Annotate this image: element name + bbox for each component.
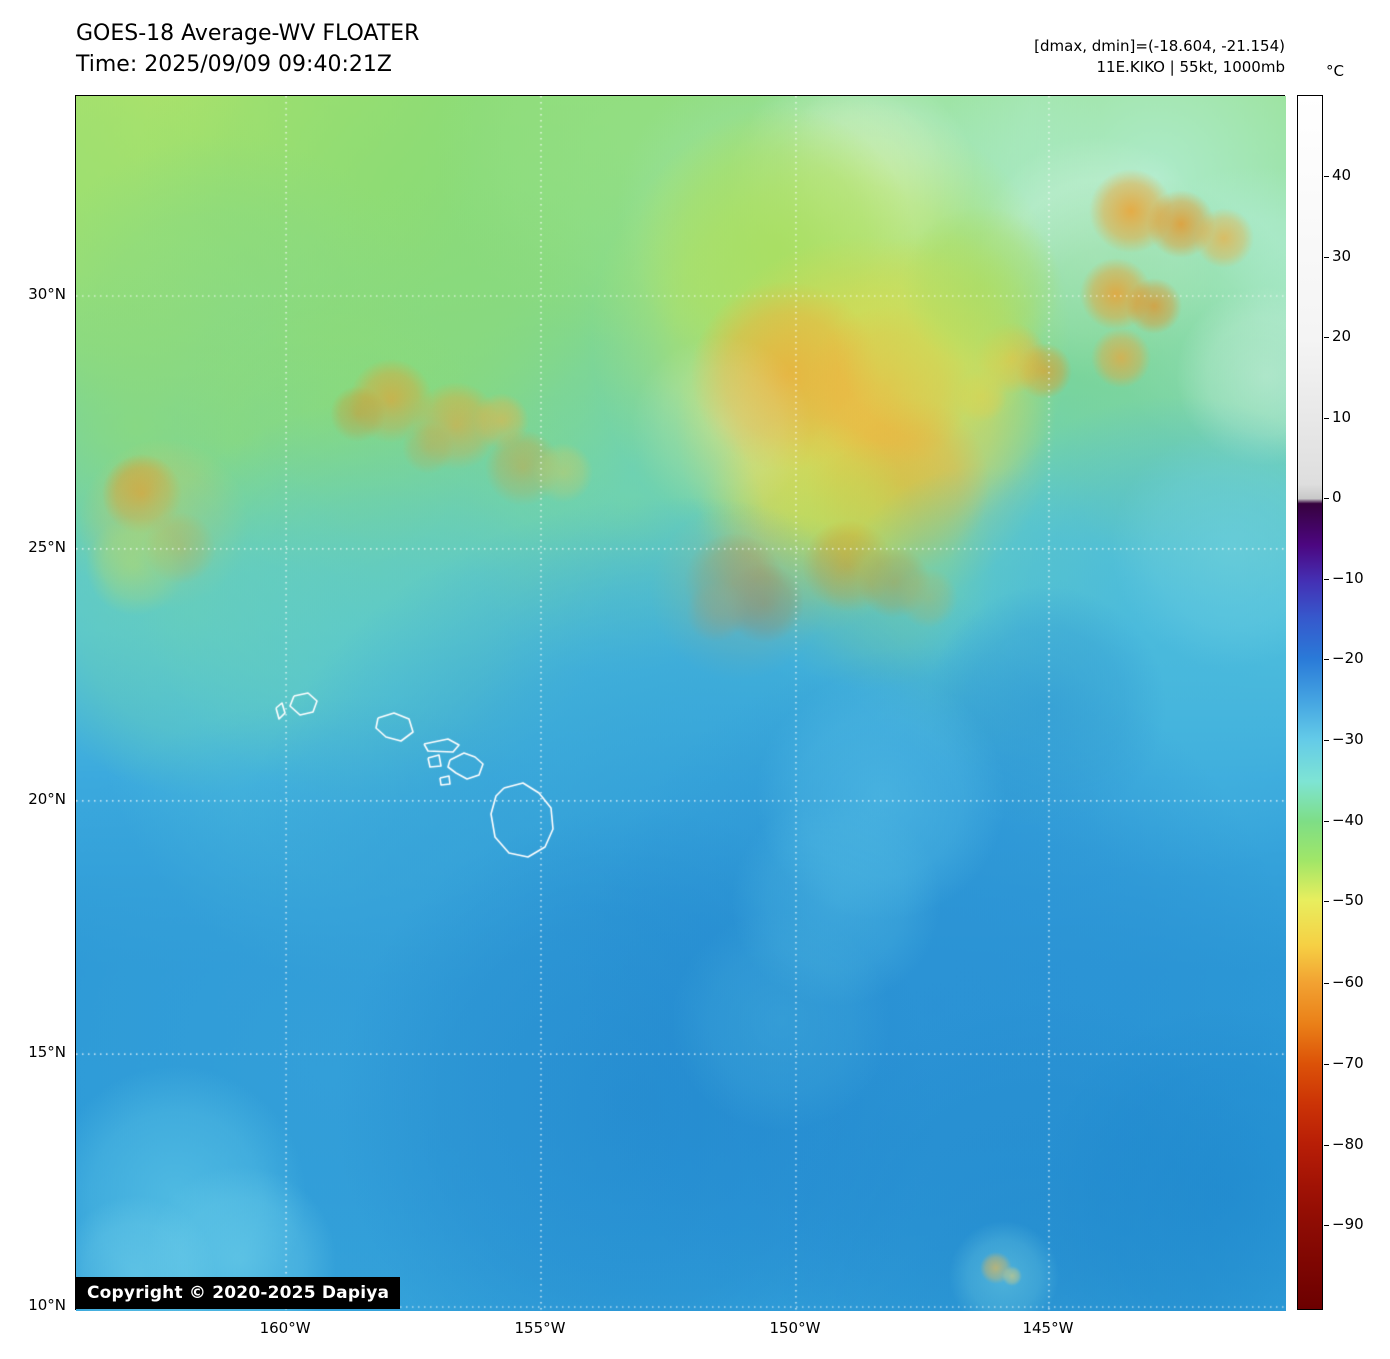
colorbar-tick-label: −40 <box>1332 810 1364 829</box>
colorbar-tick-mark <box>1324 337 1329 339</box>
colorbar-tick-label: −10 <box>1332 568 1364 587</box>
colorbar-tick-label: 30 <box>1332 246 1352 265</box>
colorbar-tick-mark <box>1324 820 1329 822</box>
longitude-tick-label: 145°W <box>1022 1319 1074 1337</box>
longitude-tick-label: 155°W <box>514 1319 566 1337</box>
latitude-tick-label: 25°N <box>28 537 66 556</box>
dmax-dmin-readout: [dmax, dmin]=(-18.604, -21.154) <box>1034 37 1285 55</box>
figure-title: GOES-18 Average-WV FLOATER <box>76 21 420 46</box>
colorbar-tick-label: −60 <box>1332 973 1364 992</box>
colorbar-tick-mark <box>1324 417 1329 419</box>
water-vapor-image <box>76 96 1286 1311</box>
info-block: [dmax, dmin]=(-18.604, -21.154) 11E.KIKO… <box>1034 36 1285 78</box>
colorbar-tick-mark <box>1324 578 1329 580</box>
colorbar-tick-label: 0 <box>1332 488 1342 506</box>
colorbar-tick-label: −90 <box>1332 1214 1364 1233</box>
satellite-map: Copyright © 2020-2025 Dapiya <box>75 95 1286 1311</box>
colorbar-tick-label: 40 <box>1332 166 1352 185</box>
colorbar-tick-label: −80 <box>1332 1135 1364 1153</box>
latitude-tick-label: 20°N <box>28 789 66 808</box>
colorbar-tick-mark <box>1324 498 1329 499</box>
colorbar-tick-mark <box>1324 900 1329 902</box>
latitude-tick-label: 30°N <box>28 284 66 303</box>
colorbar-tick-label: 10 <box>1332 407 1352 426</box>
latitude-tick-label: 10°N <box>28 1295 66 1314</box>
colorbar-tick-label: −20 <box>1332 649 1364 667</box>
longitude-tick-label: 150°W <box>769 1319 821 1337</box>
colorbar-tick-mark <box>1324 1063 1329 1065</box>
colorbar-tick-label: −70 <box>1332 1053 1364 1072</box>
colorbar <box>1297 95 1323 1310</box>
colorbar-tick-label: −50 <box>1332 890 1364 909</box>
colorbar-tick-mark <box>1324 1145 1329 1146</box>
colorbar-tick-mark <box>1324 1224 1329 1226</box>
figure-time: Time: 2025/09/09 09:40:21Z <box>76 52 392 77</box>
copyright-notice: Copyright © 2020-2025 Dapiya <box>76 1277 401 1309</box>
colorbar-tick-mark <box>1324 256 1329 258</box>
colorbar-tick-mark <box>1324 739 1329 741</box>
longitude-tick-label: 160°W <box>259 1319 311 1337</box>
colorbar-tick-mark <box>1324 176 1329 178</box>
colorbar-tick-mark <box>1324 983 1329 985</box>
colorbar-unit-label: °C <box>1326 62 1344 80</box>
title-block: GOES-18 Average-WV FLOATER Time: 2025/09… <box>76 18 419 80</box>
latitude-tick-label: 15°N <box>28 1043 66 1062</box>
colorbar-tick-label: −30 <box>1332 729 1364 748</box>
colorbar-tick-mark <box>1324 659 1329 660</box>
colorbar-tick-label: 20 <box>1332 327 1352 346</box>
storm-info: 11E.KIKO | 55kt, 1000mb <box>1096 58 1285 76</box>
